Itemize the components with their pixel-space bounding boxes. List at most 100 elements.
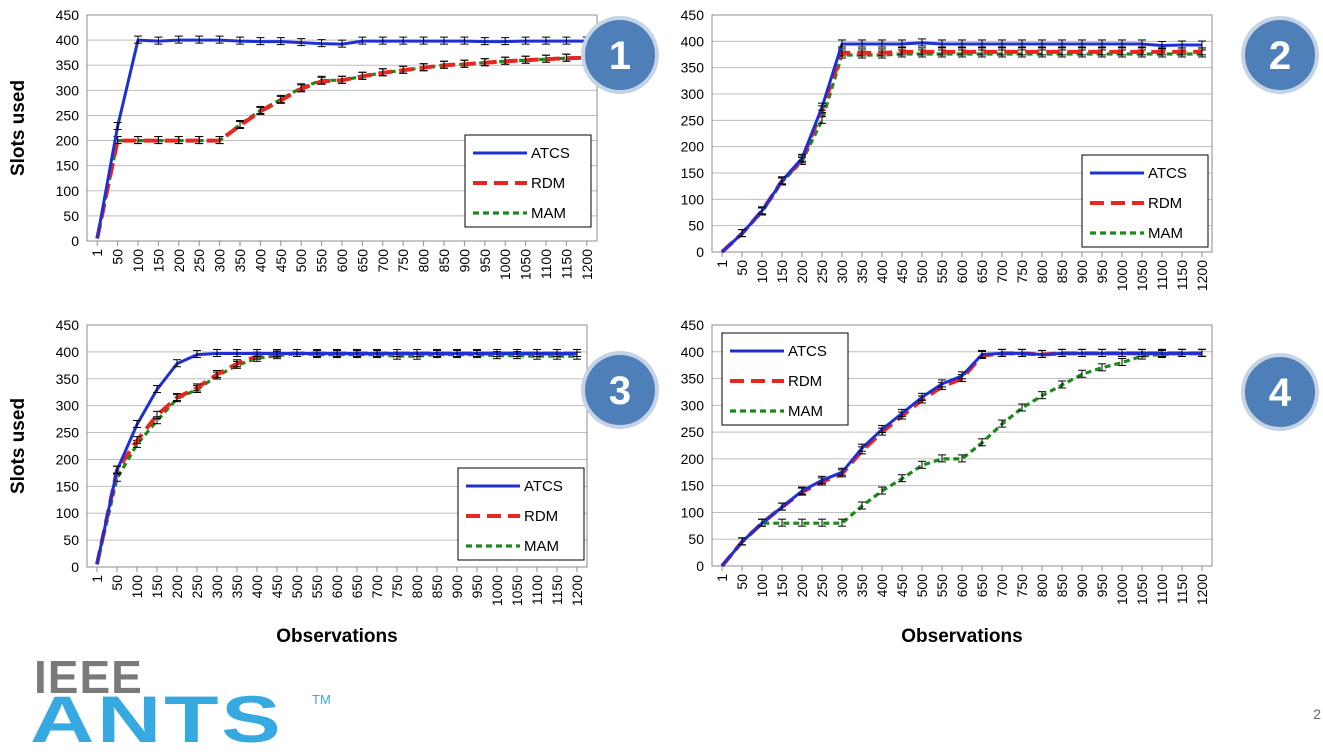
y-tick-label: 100 — [681, 504, 705, 520]
x-tick-label: 500 — [914, 260, 930, 284]
x-tick-label: 300 — [209, 575, 225, 599]
x-tick-label: 700 — [375, 249, 391, 273]
x-tick-label: 1150 — [1174, 574, 1190, 604]
x-tick-label: 150 — [150, 249, 166, 273]
y-tick-label: 450 — [681, 7, 705, 23]
ieee-ants-logo: IEEE ANTS TM — [30, 651, 350, 756]
x-tick-label: 400 — [249, 575, 265, 599]
x-tick-label: 200 — [171, 249, 187, 273]
page-number: 2 — [1313, 706, 1321, 722]
x-tick-label: 650 — [354, 249, 370, 273]
x-tick-label: 750 — [1014, 260, 1030, 284]
y-tick-label: 250 — [56, 425, 80, 441]
chart-number-badge — [1241, 16, 1319, 94]
x-tick-label: 300 — [834, 260, 850, 284]
logo-ants-text: ANTS — [30, 682, 284, 756]
x-tick-label: 500 — [914, 574, 930, 598]
logo-trademark: TM — [312, 692, 331, 707]
legend-label-mam: MAM — [1148, 225, 1183, 242]
x-tick-label: 850 — [1054, 260, 1070, 284]
x-tick-label: 800 — [1034, 574, 1050, 598]
logo-ieee-text: IEEE — [34, 651, 143, 703]
y-tick-label: 100 — [681, 191, 705, 207]
x-tick-label: 50 — [734, 574, 750, 590]
legend-label-mam: MAM — [524, 538, 559, 555]
y-tick-label: 300 — [56, 398, 80, 414]
x-tick-label: 1200 — [569, 575, 585, 606]
x-tick-label: 550 — [934, 574, 950, 598]
legend-label-rdm: RDM — [524, 508, 558, 525]
x-tick-label: 250 — [814, 574, 830, 598]
x-tick-label: 650 — [974, 260, 990, 284]
y-tick-label: 400 — [681, 344, 705, 360]
x-tick-label: 900 — [1074, 574, 1090, 598]
x-tick-label: 150 — [774, 260, 790, 284]
x-tick-label: 50 — [734, 260, 750, 276]
x-tick-label: 150 — [774, 574, 790, 598]
x-tick-label: 1 — [714, 260, 730, 268]
chart-number-label: 1 — [609, 34, 631, 78]
legend: ATCS RDM MAM — [464, 134, 592, 228]
x-tick-label: 450 — [894, 260, 910, 284]
x-tick-label: 900 — [456, 249, 472, 273]
x-tick-label: 100 — [129, 575, 145, 599]
x-tick-label: 800 — [409, 575, 425, 599]
y-tick-label: 400 — [681, 33, 705, 49]
y-tick-label: 350 — [56, 371, 80, 387]
chart-number-label: 4 — [1269, 371, 1292, 415]
x-tick-label: 500 — [293, 249, 309, 273]
x-tick-label: 1200 — [579, 249, 595, 280]
x-tick-label: 350 — [854, 260, 870, 284]
y-tick-label: 250 — [681, 112, 705, 128]
y-tick-label: 250 — [681, 424, 705, 440]
legend-label-rdm: RDM — [531, 175, 565, 192]
chart-number-label: 3 — [609, 369, 631, 413]
x-tick-label: 800 — [1034, 260, 1050, 284]
legend: ATCS RDM MAM — [1081, 154, 1209, 248]
y-tick-label: 50 — [688, 531, 704, 547]
x-tick-label: 950 — [1094, 260, 1110, 284]
x-tick-label: 850 — [436, 249, 452, 273]
y-tick-label: 200 — [681, 451, 705, 467]
x-tick-label: 950 — [469, 575, 485, 599]
x-tick-label: 950 — [477, 249, 493, 273]
x-tick-label: 450 — [269, 575, 285, 599]
y-tick-label: 350 — [56, 57, 80, 73]
x-tick-label: 50 — [110, 249, 126, 265]
y-tick-label: 50 — [63, 532, 79, 548]
legend-label-atcs: ATCS — [1148, 165, 1187, 182]
y-tick-label: 50 — [63, 208, 79, 224]
x-tick-label: 1150 — [558, 249, 574, 279]
chart-number-badge — [581, 351, 659, 429]
x-tick-label: 750 — [1014, 574, 1030, 598]
x-tick-label: 1200 — [1194, 260, 1210, 291]
x-tick-label: 250 — [191, 249, 207, 273]
x-tick-label: 450 — [894, 574, 910, 598]
y-tick-label: 300 — [681, 397, 705, 413]
y-tick-label: 150 — [56, 158, 80, 174]
y-tick-label: 50 — [688, 218, 704, 234]
x-tick-label: 1050 — [1134, 260, 1150, 291]
chart-number-badge — [581, 16, 659, 94]
x-tick-label: 300 — [834, 574, 850, 598]
y-tick-label: 350 — [681, 60, 705, 76]
x-tick-label: 850 — [429, 575, 445, 599]
y-tick-label: 400 — [56, 32, 80, 48]
x-tick-label: 1000 — [489, 575, 505, 606]
x-tick-label: 1100 — [1154, 260, 1170, 290]
x-tick-label: 100 — [754, 574, 770, 598]
x-tick-label: 450 — [273, 249, 289, 273]
x-tick-label: 900 — [449, 575, 465, 599]
x-tick-label: 600 — [329, 575, 345, 599]
y-tick-label: 0 — [71, 559, 79, 575]
x-tick-label: 500 — [289, 575, 305, 599]
y-tick-label: 150 — [681, 478, 705, 494]
x-tick-label: 1150 — [549, 575, 565, 605]
x-tick-label: 1000 — [1114, 260, 1130, 291]
x-tick-label: 200 — [794, 260, 810, 284]
x-tick-label: 1200 — [1194, 574, 1210, 605]
chart-number-label: 2 — [1269, 34, 1291, 78]
y-tick-label: 200 — [56, 451, 80, 467]
